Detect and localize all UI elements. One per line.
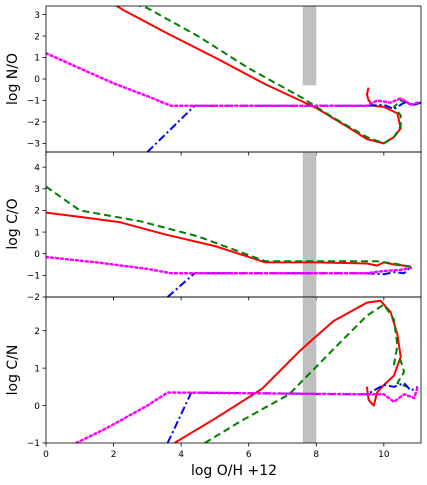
- x-axis-label: log O/H +12: [191, 463, 277, 479]
- series-line-4: [75, 385, 419, 443]
- y-tick-label: 3: [34, 11, 40, 21]
- x-tick-label: 0: [43, 450, 49, 460]
- y-axis-label: log C/O: [5, 198, 21, 249]
- y-tick-label: −3: [27, 140, 40, 150]
- series-line-4: [46, 255, 413, 275]
- axes-frame: [45, 296, 422, 444]
- y-tick-label: 4: [34, 163, 40, 173]
- shaded-band: [302, 6, 317, 86]
- y-tick-label: 2: [34, 207, 40, 217]
- x-tick-label: 10: [378, 450, 390, 460]
- panel-co-ratio: −2 −1 0 1 2 3 4 log C/O: [5, 151, 422, 303]
- x-tick-label: 6: [246, 450, 252, 460]
- series-line-2: [137, 6, 412, 145]
- shaded-band: [302, 152, 317, 297]
- series-line-1: [115, 6, 402, 145]
- y-tick-label: 1: [34, 228, 40, 238]
- y-axis-label: log C/N: [5, 345, 21, 396]
- y-tick-label: 0: [34, 402, 40, 412]
- series-line-1: [46, 211, 412, 268]
- series-line-2: [204, 303, 408, 443]
- y-tick-label: −1: [27, 97, 40, 107]
- x-tick-label: 8: [313, 450, 319, 460]
- y-tick-label: −2: [27, 118, 40, 128]
- y-tick-label: 1: [34, 54, 40, 64]
- y-tick-label: 2: [34, 32, 40, 42]
- y-axis-label: log N/O: [5, 53, 21, 105]
- x-tick-label: 2: [111, 450, 117, 460]
- y-tick-label: −1: [27, 272, 40, 282]
- y-tick-label: −1: [27, 439, 40, 449]
- shaded-band: [302, 297, 317, 443]
- y-tick-label: 0: [34, 250, 40, 260]
- y-tick-label: 1: [34, 364, 40, 374]
- y-tick-label: 3: [34, 185, 40, 195]
- series-line-2: [46, 185, 412, 268]
- x-tick-label: 4: [178, 450, 184, 460]
- series-line-4: [46, 51, 419, 108]
- panel-no-ratio: −3 −2 −1 0 1 2 3 log N/O: [5, 5, 422, 156]
- y-tick-label: 2: [34, 327, 40, 337]
- y-tick-label: 0: [34, 75, 40, 85]
- y-tick-label: −2: [27, 293, 40, 303]
- series-line-3: [146, 101, 421, 152]
- axes-frame: [45, 151, 422, 298]
- series-line-1: [173, 299, 402, 443]
